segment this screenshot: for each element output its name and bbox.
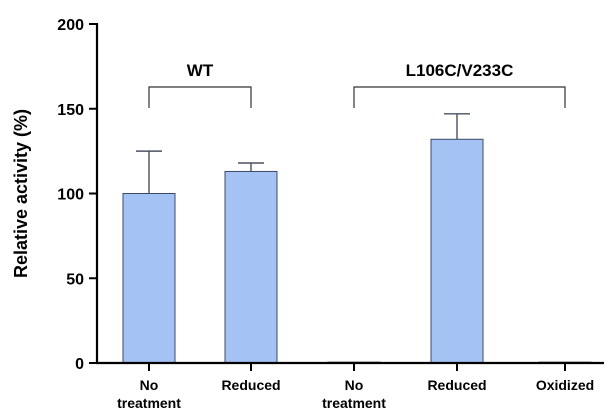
y-tick-label-0: 0 bbox=[75, 356, 84, 373]
group-bracket-0 bbox=[148, 86, 252, 108]
y-ticks: 0 50 100 150 200 bbox=[57, 17, 97, 373]
group-brackets: WT L106C/V233C bbox=[148, 61, 566, 108]
bar-1 bbox=[224, 170, 278, 364]
x-tick-label-3: Reduced bbox=[427, 377, 486, 393]
x-tick-label-2: No treatment bbox=[322, 377, 386, 411]
x-tick-label-4: Oxidized bbox=[536, 377, 594, 393]
group-label-1: L106C/V233C bbox=[406, 61, 514, 80]
group-bracket-1 bbox=[353, 86, 566, 108]
bar-3 bbox=[430, 138, 484, 364]
y-tick-label-3: 150 bbox=[57, 102, 84, 119]
y-axis-title: Relative activity (%) bbox=[11, 109, 31, 278]
x-tick-label-0: No treatment bbox=[117, 377, 181, 411]
y-tick-label-2: 100 bbox=[57, 187, 84, 204]
x-tick-label-1: Reduced bbox=[221, 377, 280, 393]
y-tick-label-4: 200 bbox=[57, 17, 84, 34]
group-label-0: WT bbox=[187, 61, 214, 80]
x-tick-labels: No treatment Reduced No treatment Reduced Oxid… bbox=[117, 363, 594, 411]
bar-0 bbox=[122, 193, 176, 364]
y-tick-label-1: 50 bbox=[66, 271, 84, 288]
bars bbox=[122, 138, 592, 364]
error-bars bbox=[136, 113, 470, 194]
